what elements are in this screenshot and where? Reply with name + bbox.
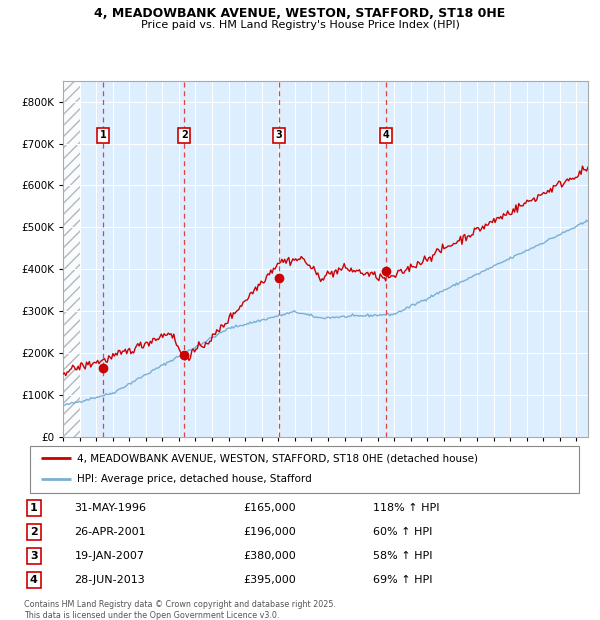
Text: 1: 1: [30, 503, 38, 513]
Text: HPI: Average price, detached house, Stafford: HPI: Average price, detached house, Staf…: [77, 474, 311, 484]
Text: £165,000: £165,000: [244, 503, 296, 513]
Text: 4, MEADOWBANK AVENUE, WESTON, STAFFORD, ST18 0HE (detached house): 4, MEADOWBANK AVENUE, WESTON, STAFFORD, …: [77, 453, 478, 464]
Text: Price paid vs. HM Land Registry's House Price Index (HPI): Price paid vs. HM Land Registry's House …: [140, 20, 460, 30]
Text: 69% ↑ HPI: 69% ↑ HPI: [373, 575, 433, 585]
Text: 3: 3: [30, 551, 38, 561]
Text: 4: 4: [382, 130, 389, 140]
Text: 4, MEADOWBANK AVENUE, WESTON, STAFFORD, ST18 0HE: 4, MEADOWBANK AVENUE, WESTON, STAFFORD, …: [94, 7, 506, 20]
Text: 4: 4: [30, 575, 38, 585]
Text: 118% ↑ HPI: 118% ↑ HPI: [373, 503, 440, 513]
Text: 2: 2: [30, 527, 38, 537]
FancyBboxPatch shape: [30, 446, 579, 493]
Text: 2: 2: [181, 130, 188, 140]
Text: 28-JUN-2013: 28-JUN-2013: [74, 575, 145, 585]
Text: 3: 3: [276, 130, 283, 140]
Text: 58% ↑ HPI: 58% ↑ HPI: [373, 551, 433, 561]
Text: 60% ↑ HPI: 60% ↑ HPI: [373, 527, 433, 537]
Text: 19-JAN-2007: 19-JAN-2007: [74, 551, 145, 561]
Text: Contains HM Land Registry data © Crown copyright and database right 2025.
This d: Contains HM Land Registry data © Crown c…: [24, 600, 336, 619]
Text: 26-APR-2001: 26-APR-2001: [74, 527, 146, 537]
Text: £196,000: £196,000: [244, 527, 296, 537]
Bar: [63, 81, 80, 437]
Text: 31-MAY-1996: 31-MAY-1996: [74, 503, 146, 513]
Text: £395,000: £395,000: [244, 575, 296, 585]
Text: £380,000: £380,000: [244, 551, 296, 561]
Bar: [63, 81, 80, 437]
Text: 1: 1: [100, 130, 106, 140]
